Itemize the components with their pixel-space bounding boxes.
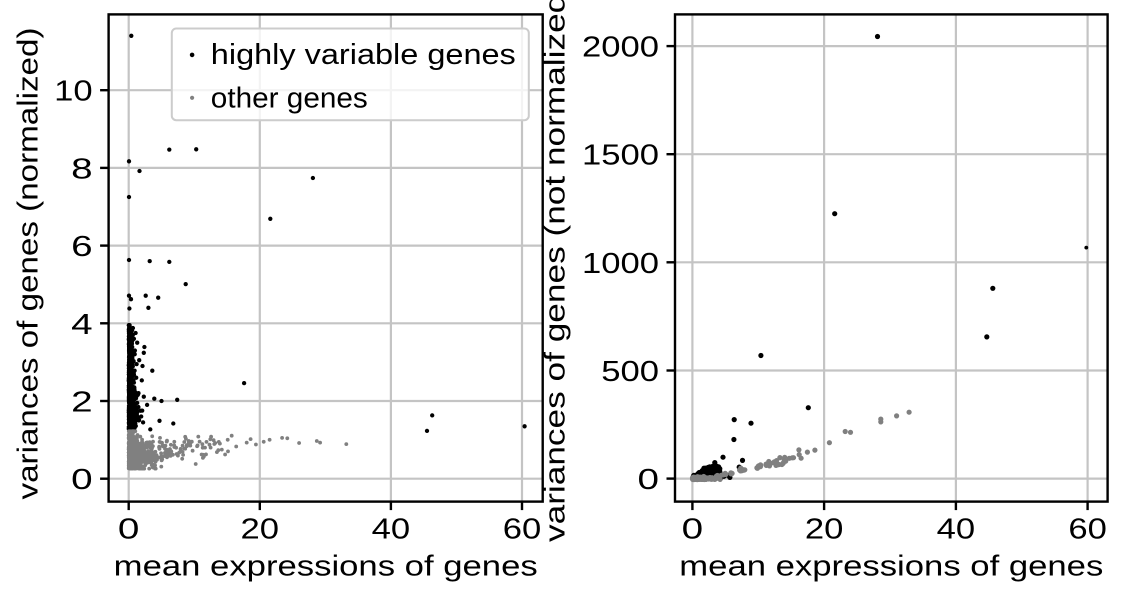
svg-text:6: 6 [71, 231, 93, 263]
svg-text:0: 0 [118, 514, 140, 546]
svg-text:mean expressions of genes: mean expressions of genes [114, 551, 538, 583]
svg-text:1500: 1500 [582, 140, 659, 172]
svg-text:500: 500 [601, 356, 659, 388]
svg-text:2: 2 [71, 387, 93, 419]
svg-text:8: 8 [71, 153, 93, 185]
svg-text:0: 0 [71, 464, 93, 496]
svg-text:20: 20 [241, 514, 280, 546]
svg-text:other genes: other genes [211, 82, 368, 114]
svg-text:40: 40 [937, 514, 976, 546]
svg-text:0: 0 [638, 464, 660, 496]
svg-text:variances of genes (not normal: variances of genes (not normalized) [540, 0, 572, 542]
svg-text:4: 4 [71, 309, 93, 341]
svg-text:40: 40 [372, 514, 411, 546]
svg-text:60: 60 [503, 514, 542, 546]
svg-text:highly variable genes: highly variable genes [211, 39, 516, 71]
svg-text:60: 60 [1068, 514, 1107, 546]
svg-text:mean expressions of genes: mean expressions of genes [679, 551, 1103, 583]
svg-text:variances of genes (normalized: variances of genes (normalized) [13, 27, 45, 499]
svg-text:1000: 1000 [582, 248, 659, 280]
svg-text:10: 10 [54, 76, 93, 108]
svg-text:0: 0 [682, 514, 704, 546]
svg-text:20: 20 [805, 514, 844, 546]
svg-text:2000: 2000 [582, 32, 659, 64]
